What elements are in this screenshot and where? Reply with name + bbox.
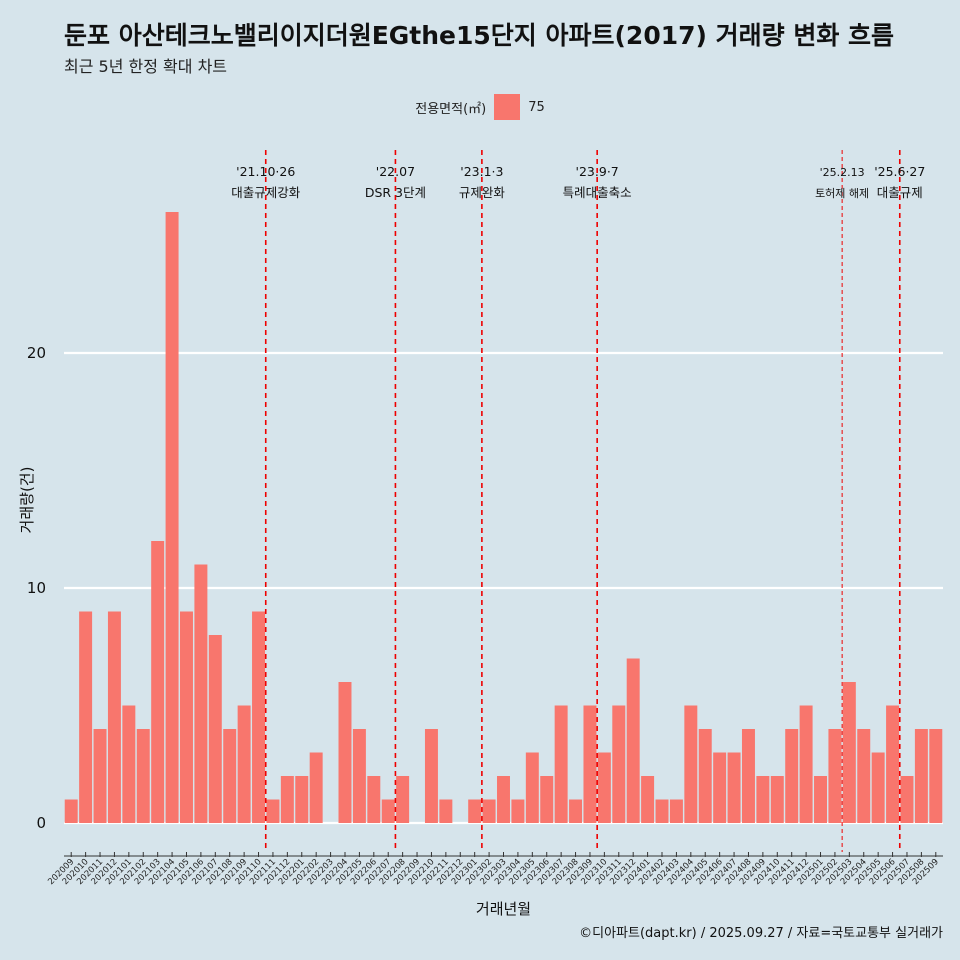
bar-202502: [828, 729, 842, 823]
bar-202404: [684, 705, 698, 823]
bar-202103: [151, 541, 165, 823]
bar-202101: [122, 705, 136, 823]
bar-202501: [814, 776, 828, 823]
bar-202503: [842, 682, 856, 823]
x-axis-title: 거래년월: [476, 900, 531, 918]
annotation-date: '23.1·3: [460, 164, 503, 179]
bar-202104: [165, 212, 179, 823]
bar-202109: [237, 705, 251, 823]
annotation-date: '23.9·7: [576, 164, 619, 179]
bar-202206: [367, 776, 381, 823]
y-tick-label: 10: [27, 579, 46, 597]
bar-202304: [511, 799, 525, 823]
bar-202412: [799, 705, 813, 823]
bar-202111: [266, 799, 280, 823]
bar-202106: [194, 564, 208, 823]
bar-202506: [886, 705, 900, 823]
bar-202307: [554, 705, 568, 823]
bar-202301: [468, 799, 482, 823]
bar-202311: [612, 705, 626, 823]
chart-subtitle: 최근 5년 한정 확대 차트: [64, 57, 228, 76]
y-tick-label: 0: [36, 814, 46, 832]
bar-202011: [93, 729, 107, 823]
bar-202009: [64, 799, 78, 823]
bar-202305: [525, 752, 539, 823]
bar-202505: [871, 752, 885, 823]
bar-202402: [655, 799, 669, 823]
annotation-label: 대출규제: [877, 185, 923, 200]
annotation-label: 대출규제강화: [231, 185, 301, 200]
bar-202507: [900, 776, 914, 823]
annotation-date: '25.2.13: [820, 166, 865, 179]
bar-202107: [208, 635, 222, 823]
bar-202105: [179, 611, 193, 823]
annotation-date: '22.07: [376, 164, 415, 179]
annotation-label: 특례대출축소: [563, 185, 632, 200]
bar-202211: [439, 799, 453, 823]
annotation-label: 규제완화: [459, 185, 506, 200]
bar-202010: [79, 611, 93, 823]
bar-202303: [497, 776, 510, 823]
bar-202411: [785, 729, 799, 823]
bar-202310: [597, 752, 611, 823]
bars: [64, 212, 943, 823]
bar-202204: [338, 682, 352, 823]
bar-202202: [309, 752, 323, 823]
annotation-label: 토허제 해제: [815, 186, 869, 200]
bar-202210: [424, 729, 438, 823]
y-axis-title: 거래량(건): [18, 467, 36, 534]
legend-entry-label: 75: [528, 99, 545, 115]
bar-202201: [295, 776, 309, 823]
bar-202205: [352, 729, 366, 823]
annotations: '21.10·26 대출규제강화 '22.07 DSR 3단계 '23.1·3 규제완화 '…: [231, 150, 925, 852]
bar-202108: [223, 729, 237, 823]
bar-202312: [626, 658, 640, 823]
legend-swatch: [494, 94, 521, 120]
bar-202504: [857, 729, 871, 823]
annotation-date: '25.6·27: [874, 164, 925, 179]
bar-202207: [381, 799, 395, 823]
bar-202012: [107, 611, 121, 823]
bar-202410: [770, 776, 784, 823]
bar-202405: [698, 729, 712, 823]
bar-202406: [713, 752, 727, 823]
bar-202110: [252, 611, 266, 823]
bar-202102: [136, 729, 150, 823]
legend-title: 전용면적(㎡): [415, 101, 487, 117]
bar-202407: [727, 752, 741, 823]
y-tick-label: 20: [27, 344, 46, 362]
bar-202409: [756, 776, 770, 823]
bar-202309: [583, 705, 597, 823]
bar-202401: [641, 776, 655, 823]
chart-title: 둔포 아산테크노밸리이지더원EGthe15단지 아파트(2017) 거래량 변화…: [64, 21, 895, 50]
bar-202509: [929, 729, 943, 823]
bar-202306: [540, 776, 554, 823]
bar-202508: [914, 729, 928, 823]
annotation-date: '21.10·26: [236, 164, 295, 179]
bar-202408: [741, 729, 755, 823]
bar-202302: [482, 799, 496, 823]
legend: 전용면적(㎡) 75: [0, 94, 960, 120]
annotation-label: DSR 3단계: [365, 185, 426, 200]
source-caption: ©디아파트(dapt.kr) / 2025.09.27 / 자료=국토교통부 실…: [579, 926, 943, 941]
bar-202403: [669, 799, 683, 823]
bar-202112: [280, 776, 294, 823]
bar-202308: [569, 799, 583, 823]
bar-202208: [396, 776, 410, 823]
